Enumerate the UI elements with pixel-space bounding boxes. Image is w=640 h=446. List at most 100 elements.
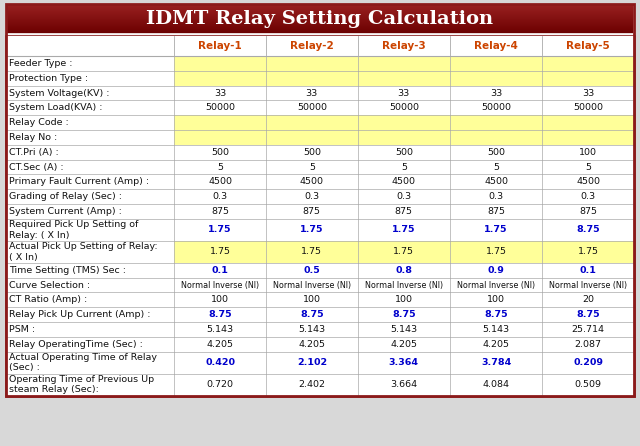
Text: 4500: 4500 [576,178,600,186]
Bar [6,241,174,263]
Text: 8.75: 8.75 [484,310,508,319]
Text: 1.75: 1.75 [301,247,323,256]
Text: 8.75: 8.75 [577,310,600,319]
Bar [6,20,634,21]
Text: 0.9: 0.9 [488,266,504,275]
Text: 50000: 50000 [389,103,419,112]
Text: 4.084: 4.084 [483,380,509,389]
Text: 50000: 50000 [297,103,327,112]
Text: 100: 100 [303,295,321,304]
Bar [6,219,634,241]
Text: 0.3: 0.3 [304,192,319,201]
Text: 875: 875 [395,207,413,216]
Bar [6,86,634,100]
Bar [6,71,634,86]
Text: Protection Type :: Protection Type : [9,74,88,83]
Bar [6,13,634,14]
Bar [6,322,634,337]
Bar [6,29,634,30]
Text: 33: 33 [582,88,595,98]
Text: Relay Pick Up Current (Amp) :: Relay Pick Up Current (Amp) : [9,310,150,319]
Text: 1.75: 1.75 [209,225,232,234]
Text: 50000: 50000 [481,103,511,112]
Bar [6,219,174,241]
Text: CT Ratio (Amp) :: CT Ratio (Amp) : [9,295,87,304]
Text: 1.75: 1.75 [300,225,324,234]
Bar [6,26,634,27]
Bar [6,9,634,10]
Text: 33: 33 [397,88,410,98]
Text: Feeder Type :: Feeder Type : [9,59,72,68]
Text: 5.143: 5.143 [483,325,509,334]
Text: 500: 500 [487,148,505,157]
Bar [6,86,174,100]
Text: 50000: 50000 [573,103,603,112]
Bar [6,100,634,115]
Text: PSM :: PSM : [9,325,35,334]
Bar [6,36,634,396]
Text: Relay No :: Relay No : [9,133,57,142]
Text: 4.205: 4.205 [207,340,234,349]
Bar [6,12,634,13]
Text: System Voltage(KV) :: System Voltage(KV) : [9,88,109,98]
Text: Actual Operating Time of Relay
(Sec) :: Actual Operating Time of Relay (Sec) : [9,353,157,372]
Text: 5: 5 [493,162,499,172]
Bar [6,25,634,26]
Text: Primary Fault Current (Amp) :: Primary Fault Current (Amp) : [9,178,149,186]
Text: 875: 875 [487,207,505,216]
Text: 4.205: 4.205 [483,340,509,349]
Text: Operating Time of Previous Up
steam Relay (Sec):: Operating Time of Previous Up steam Rela… [9,375,154,394]
Text: Normal Inverse (NI): Normal Inverse (NI) [365,281,443,289]
Text: System Load(KVA) :: System Load(KVA) : [9,103,102,112]
Text: 1.75: 1.75 [578,247,598,256]
Bar [6,28,634,29]
Bar [6,5,634,6]
Text: 0.8: 0.8 [396,266,412,275]
Bar [6,374,634,396]
Text: 4500: 4500 [484,178,508,186]
Bar [6,71,174,86]
Text: Actual Pick Up Setting of Relay:
( X In): Actual Pick Up Setting of Relay: ( X In) [9,242,157,261]
Text: Relay Code :: Relay Code : [9,118,68,127]
Bar [6,32,634,33]
Bar [6,8,634,9]
Text: 0.509: 0.509 [575,380,602,389]
Text: Relay OperatingTime (Sec) :: Relay OperatingTime (Sec) : [9,340,143,349]
Text: 500: 500 [303,148,321,157]
Bar [6,33,634,34]
Bar [6,337,174,351]
Text: CT.Pri (A) :: CT.Pri (A) : [9,148,59,157]
Text: Curve Selection :: Curve Selection : [9,281,90,289]
Text: 8.75: 8.75 [209,310,232,319]
Bar [6,22,634,23]
Bar [6,263,174,277]
Text: 5: 5 [309,162,315,172]
Text: 4.205: 4.205 [390,340,417,349]
Text: Required Pick Up Setting of
Relay: ( X In): Required Pick Up Setting of Relay: ( X I… [9,220,138,240]
Text: Normal Inverse (NI): Normal Inverse (NI) [181,281,259,289]
Text: 875: 875 [211,207,229,216]
Bar [6,322,174,337]
Text: 5.143: 5.143 [390,325,417,334]
Bar [6,115,634,130]
Text: 0.209: 0.209 [573,358,603,367]
Text: 0.720: 0.720 [207,380,234,389]
Text: 100: 100 [211,295,229,304]
Bar [6,24,634,25]
Text: Normal Inverse (NI): Normal Inverse (NI) [273,281,351,289]
Text: 4500: 4500 [300,178,324,186]
Bar [6,19,634,20]
Bar [6,293,634,307]
Text: 5.143: 5.143 [207,325,234,334]
Text: 0.5: 0.5 [303,266,320,275]
Bar [6,174,634,189]
Text: 8.75: 8.75 [392,310,415,319]
Text: 1.75: 1.75 [484,225,508,234]
Text: 5: 5 [401,162,407,172]
Text: Relay-5: Relay-5 [566,41,610,51]
Text: 50000: 50000 [205,103,235,112]
Text: Relay-2: Relay-2 [290,41,333,51]
Bar [6,21,634,22]
Bar [6,16,634,17]
Bar [6,10,634,11]
